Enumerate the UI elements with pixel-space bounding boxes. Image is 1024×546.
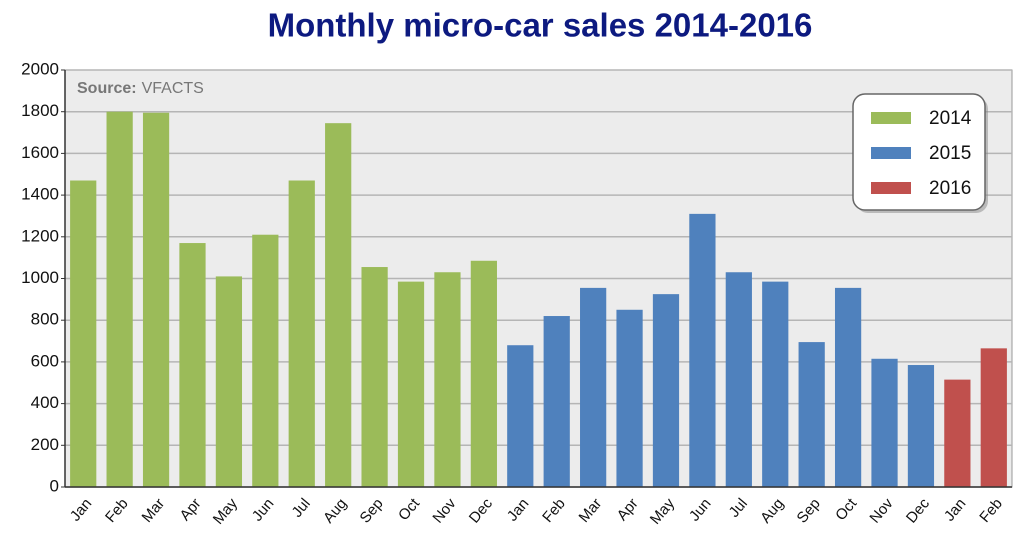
bar: [725, 272, 752, 487]
x-tick-label: May: [647, 495, 679, 528]
bar: [361, 267, 388, 487]
bar: [470, 260, 497, 487]
bar: [70, 180, 97, 487]
x-tick-label: Mar: [576, 495, 606, 526]
legend-swatch: [871, 147, 911, 159]
bar: [543, 316, 570, 487]
bar: [689, 213, 716, 488]
legend-swatch: [871, 112, 911, 124]
x-tick-label: Nov: [429, 495, 459, 527]
bar: [944, 379, 971, 487]
bar: [252, 234, 279, 487]
bar: [616, 309, 643, 487]
legend-swatch: [871, 182, 911, 194]
y-tick-label: 1200: [21, 226, 59, 245]
y-tick-label: 1400: [21, 185, 59, 204]
y-tick-label: 1000: [21, 268, 59, 287]
y-tick-label: 2000: [21, 59, 59, 78]
y-tick-label: 800: [31, 310, 59, 329]
bar: [762, 281, 789, 487]
x-tick-label: Jan: [941, 495, 970, 524]
x-tick-label: Jan: [504, 495, 533, 524]
bar: [142, 112, 170, 488]
x-tick-label: Aug: [320, 495, 350, 526]
chart-title: Monthly micro-car sales 2014-2016: [268, 7, 813, 44]
x-tick-label: Jun: [249, 495, 278, 524]
x-tick-label: Jun: [686, 495, 715, 524]
legend-label: 2016: [929, 178, 971, 199]
x-tick-label: Mar: [139, 495, 169, 526]
bar: [179, 243, 206, 487]
x-tick-label: Jul: [288, 495, 313, 521]
x-tick-label: Oct: [395, 495, 424, 524]
y-tick-label: 400: [31, 393, 59, 412]
x-tick-label: Jul: [726, 495, 751, 521]
bar: [798, 342, 825, 487]
x-tick-label: Sep: [794, 495, 824, 526]
source-label: Source:: [77, 80, 137, 97]
x-tick-label: May: [210, 495, 242, 528]
x-tick-label: Dec: [903, 495, 933, 527]
bar: [980, 348, 1007, 487]
x-tick-label: Feb: [102, 495, 132, 526]
y-tick-label: 1600: [21, 143, 59, 162]
x-tick-label: Aug: [757, 495, 787, 526]
y-tick-label: 0: [50, 476, 59, 495]
bar: [652, 294, 680, 487]
y-tick-label: 600: [31, 351, 59, 370]
x-tick-label: Feb: [539, 495, 569, 526]
bar: [215, 276, 243, 487]
bar: [106, 111, 133, 487]
x-tick-label: Apr: [614, 495, 642, 524]
legend-label: 2015: [929, 143, 971, 164]
x-tick-label: Feb: [976, 495, 1006, 526]
bar: [871, 358, 898, 487]
bar: [834, 287, 862, 487]
x-tick-label: Sep: [357, 495, 387, 526]
x-tick-label: Nov: [866, 495, 896, 527]
x-tick-label: Apr: [177, 495, 205, 524]
bar: [434, 272, 461, 487]
legend-label: 2014: [929, 108, 972, 129]
bar: [288, 180, 315, 487]
source-note: Source: VFACTS: [77, 80, 204, 97]
bar: [580, 287, 607, 487]
x-tick-label: Jan: [67, 495, 96, 524]
y-tick-label: 1800: [21, 101, 59, 120]
x-tick-label: Dec: [466, 495, 496, 527]
bar: [907, 365, 935, 487]
bar: [507, 345, 534, 487]
y-tick-label: 200: [31, 435, 59, 454]
source: VFACTS: [142, 80, 204, 97]
bar: [397, 281, 425, 487]
bar: [325, 123, 352, 487]
x-tick-label: Oct: [832, 495, 861, 524]
